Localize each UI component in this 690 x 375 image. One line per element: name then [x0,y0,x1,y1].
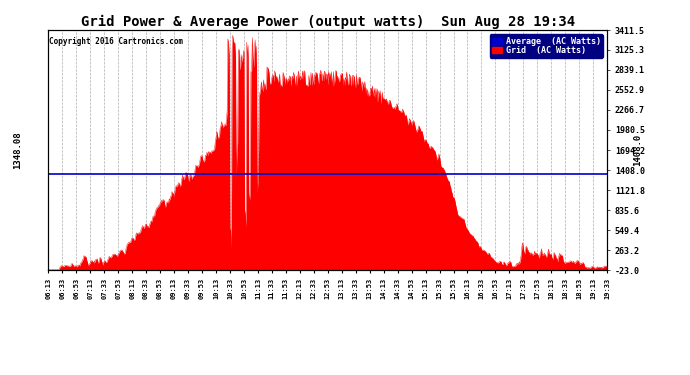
Text: 1348.08: 1348.08 [13,131,22,169]
Text: 1408.0: 1408.0 [633,134,642,166]
Title: Grid Power & Average Power (output watts)  Sun Aug 28 19:34: Grid Power & Average Power (output watts… [81,15,575,29]
Legend: Average  (AC Watts), Grid  (AC Watts): Average (AC Watts), Grid (AC Watts) [490,34,603,58]
Text: Copyright 2016 Cartronics.com: Copyright 2016 Cartronics.com [50,37,184,46]
